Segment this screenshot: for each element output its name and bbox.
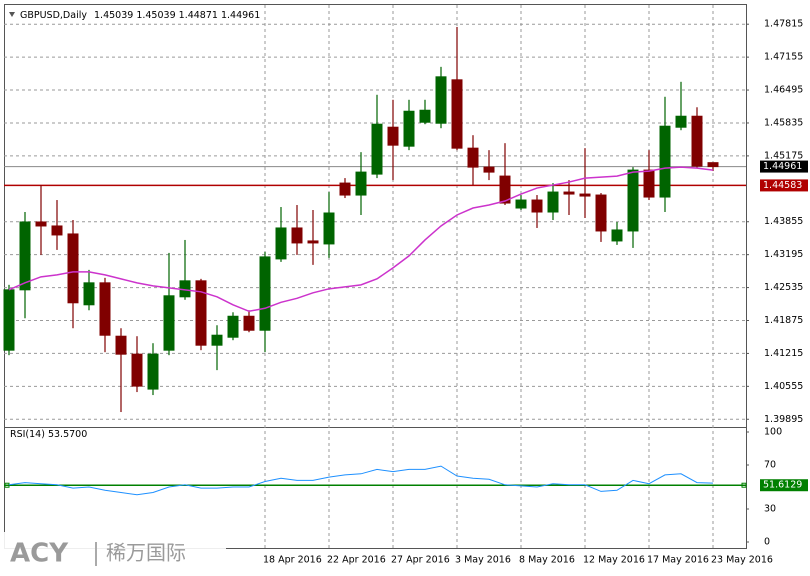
rsi-level-box [760,479,808,492]
candle-body [243,315,255,331]
x-tick-label: 8 May 2016 [519,555,575,566]
candle-body [499,175,511,204]
x-tick-label: 27 Apr 2016 [391,555,450,566]
x-tick-label: 17 May 2016 [647,555,709,566]
candle-body [355,171,367,196]
candle-body [579,193,591,197]
y-tick-label: 1.45175 [764,150,803,161]
candle-body [483,166,495,173]
candle-body [371,123,383,175]
candle-body [19,221,31,291]
watermark-brand: ACY [10,539,69,569]
candle-body [211,334,223,346]
candle-body [675,115,687,128]
moving-average [8,166,714,313]
y-tick-label: 70 [764,460,776,471]
watermark: ACY 稀万国际 [0,532,226,576]
y-tick-label: 1.39895 [764,414,803,425]
candle-body [595,194,607,232]
candle-body [451,79,463,149]
level-price-label: 1.44583 [763,180,802,191]
y-tick-label: 100 [764,427,782,438]
candle-body [147,353,159,390]
y-tick-label: 30 [764,504,776,515]
watermark-name: 稀万国际 [106,541,186,565]
candle-body [227,315,239,338]
candle-body [339,182,351,196]
y-tick-label: 1.43195 [764,249,803,260]
x-tick-label: 12 May 2016 [583,555,645,566]
candle-body [403,110,415,147]
candle-body [531,199,543,213]
y-tick-label: 1.42535 [764,282,803,293]
labels: 1.39895 1.40555 1.41215 1.41875 1.42535 1.431… [263,19,808,566]
marks [3,26,747,496]
close-value: 1.44961 [221,10,260,21]
candle-body [163,295,175,351]
candle-body [51,225,63,236]
open-value: 1.45039 [94,10,133,21]
candle-body [627,169,639,232]
high-value: 1.45039 [136,10,175,21]
x-tick-label: 18 Apr 2016 [263,555,322,566]
candle-body [115,335,127,355]
rsi-level-label: 51.6129 [763,480,802,491]
candle-body [419,109,431,123]
rsi-title: RSI(14) [10,429,45,440]
candle-body [707,162,719,168]
y-tick-label: 0 [764,537,770,548]
candle-body [291,227,303,244]
y-tick-label: 1.43855 [764,216,803,227]
y-tick-label: 1.41215 [764,348,803,359]
rsi-header: RSI(14) 53.5700 [10,429,87,440]
candle-body [131,353,143,387]
candle-body [435,76,447,124]
watermark-box [0,532,226,576]
header-icon [9,12,15,17]
y-tick-label: 1.40555 [764,381,803,392]
candle-body [643,169,655,198]
candle-body [99,282,111,336]
candle-body [659,125,671,198]
x-tick-label: 23 May 2016 [711,555,773,566]
low-value: 1.44871 [179,10,218,21]
candle-body [323,212,335,245]
candle-body [691,115,703,167]
candle-body [275,227,287,260]
current-price-label: 1.44961 [763,161,802,172]
candle-body [307,240,319,244]
y-tick-label: 1.47815 [764,19,803,30]
candle-body [35,221,47,227]
y-tick-label: 1.41875 [764,315,803,326]
current-price-box [760,160,808,173]
x-tick-label: 22 Apr 2016 [327,555,386,566]
rsi-line [8,465,714,496]
plot-frame [4,4,747,549]
y-tick-label: 1.47155 [764,52,803,63]
x-tick-label: 3 May 2016 [455,555,511,566]
candle-body [467,147,479,168]
candle-body [195,280,207,346]
rsi-current: 53.5700 [48,429,87,440]
chart-header: GBPUSD,Daily 1.45039 1.45039 1.44871 1.4… [20,10,260,21]
candle-body [259,256,271,331]
rsi-level-marker [741,482,747,488]
level-price-box [760,179,808,192]
candle-body [515,199,527,209]
candle-body [547,191,559,213]
y-tick-label: 1.45835 [764,117,803,128]
candle-body [387,126,399,146]
candle-body [3,289,15,351]
candle-body [67,233,79,304]
candle-body [563,191,575,195]
y-tick-label: 1.46495 [764,85,803,96]
symbol-title: GBPUSD,Daily [20,10,87,21]
rsi-level-marker [4,482,10,488]
candle-body [611,229,623,242]
candle-body [83,282,95,306]
